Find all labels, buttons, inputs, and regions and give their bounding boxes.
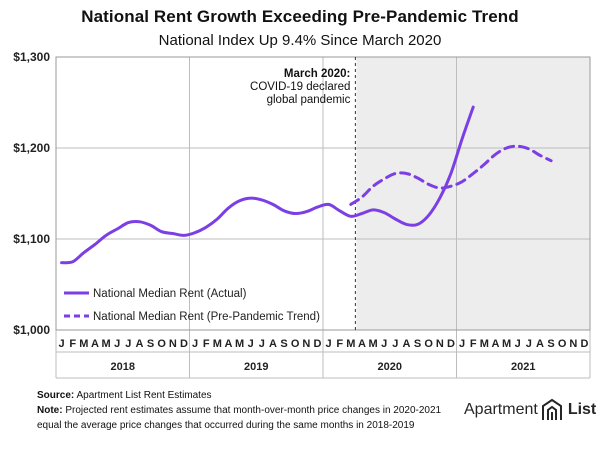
series-line-actual [60, 105, 475, 265]
pandemic-shaded-region [356, 57, 590, 330]
month-tick-label: O [157, 338, 166, 350]
month-tick-label: A [536, 338, 544, 350]
source-line: Source: Apartment List Rent Estimates [37, 388, 457, 403]
month-tick-label: F [69, 338, 76, 350]
month-tick-label: N [436, 338, 444, 350]
month-tick-label: J [114, 338, 120, 350]
month-tick-label: N [569, 338, 577, 350]
y-tick-label: $1,300 [13, 50, 50, 64]
brand-word-list: List [567, 401, 597, 418]
month-tick-label: M [502, 338, 511, 350]
series-lines [60, 105, 553, 265]
y-axis-ticks: $1,000 $1,100 $1,200 $1,300 [13, 50, 50, 337]
source-label: Source: [37, 390, 75, 401]
month-tick-label: J [326, 338, 332, 350]
month-tick-label: A [135, 338, 143, 350]
chart-subtitle: National Index Up 9.4% Since March 2020 [158, 32, 442, 49]
month-tick-label: M [101, 338, 110, 350]
month-tick-label: O [558, 338, 567, 350]
gridlines [55, 56, 591, 379]
y-tick-label: $1,100 [13, 232, 50, 246]
month-tick-label: F [336, 338, 343, 350]
month-tick-label: D [447, 338, 455, 350]
month-tick-label: M [368, 338, 377, 350]
month-tick-label: O [291, 338, 300, 350]
month-tick-label: J [259, 338, 265, 350]
month-tick-label: J [381, 338, 387, 350]
year-tick-label: 2018 [111, 361, 135, 373]
annotation-text: March 2020: [284, 68, 350, 80]
month-tick-label: D [180, 338, 188, 350]
legend: National Median Rent (Actual) National Me… [64, 288, 320, 323]
month-tick-label: D [580, 338, 588, 350]
month-tick-label: M [79, 338, 88, 350]
month-tick-label: O [424, 338, 433, 350]
month-tick-label: J [125, 338, 131, 350]
month-tick-label: A [91, 338, 99, 350]
year-tick-label: 2021 [511, 361, 535, 373]
note-line: Note: Projected rent estimates assume th… [37, 403, 457, 433]
note-label: Note: [37, 405, 63, 416]
month-tick-label: M [235, 338, 244, 350]
month-tick-label: J [59, 338, 65, 350]
footer-notes: Source: Apartment List Rent Estimates No… [37, 388, 457, 433]
month-tick-label: A [269, 338, 277, 350]
month-tick-label: J [515, 338, 521, 350]
y-tick-label: $1,200 [13, 141, 50, 155]
brand-word-apartment: Apartment [464, 401, 538, 418]
month-tick-label: A [358, 338, 366, 350]
annotation-text: COVID-19 declared [250, 81, 350, 93]
y-tick-label: $1,000 [13, 323, 50, 337]
month-tick-label: A [491, 338, 499, 350]
annotation-text: global pandemic [267, 94, 351, 106]
month-tick-label: N [169, 338, 177, 350]
month-tick-label: J [392, 338, 398, 350]
legend-label: National Median Rent (Actual) [93, 288, 247, 300]
year-tick-label: 2020 [378, 361, 402, 373]
month-tick-label: D [313, 338, 321, 350]
month-tick-label: M [346, 338, 355, 350]
apartment-list-brand[interactable]: Apartment List [464, 398, 596, 422]
month-tick-label: J [526, 338, 532, 350]
month-tick-label: N [302, 338, 310, 350]
plot-border [55, 56, 591, 331]
month-tick-label: J [248, 338, 254, 350]
month-tick-label: S [414, 338, 421, 350]
series-line-trend [349, 144, 553, 206]
note-text: Projected rent estimates assume that mon… [37, 405, 442, 431]
month-tick-label: J [459, 338, 465, 350]
legend-label: National Median Rent (Pre-Pandemic Trend… [93, 311, 320, 323]
month-tick-label: S [147, 338, 154, 350]
month-tick-label: A [402, 338, 410, 350]
month-tick-label: S [280, 338, 287, 350]
month-tick-label: F [203, 338, 210, 350]
chart-title: National Rent Growth Exceeding Pre-Pande… [81, 7, 519, 26]
source-text: Apartment List Rent Estimates [76, 390, 212, 401]
apartment-list-logo-icon [541, 398, 562, 420]
month-tick-label: M [213, 338, 222, 350]
month-tick-label: M [480, 338, 489, 350]
month-tick-label: F [470, 338, 477, 350]
month-tick-label: J [192, 338, 198, 350]
year-tick-label: 2019 [244, 361, 268, 373]
month-tick-label: S [547, 338, 554, 350]
month-tick-label: A [224, 338, 232, 350]
